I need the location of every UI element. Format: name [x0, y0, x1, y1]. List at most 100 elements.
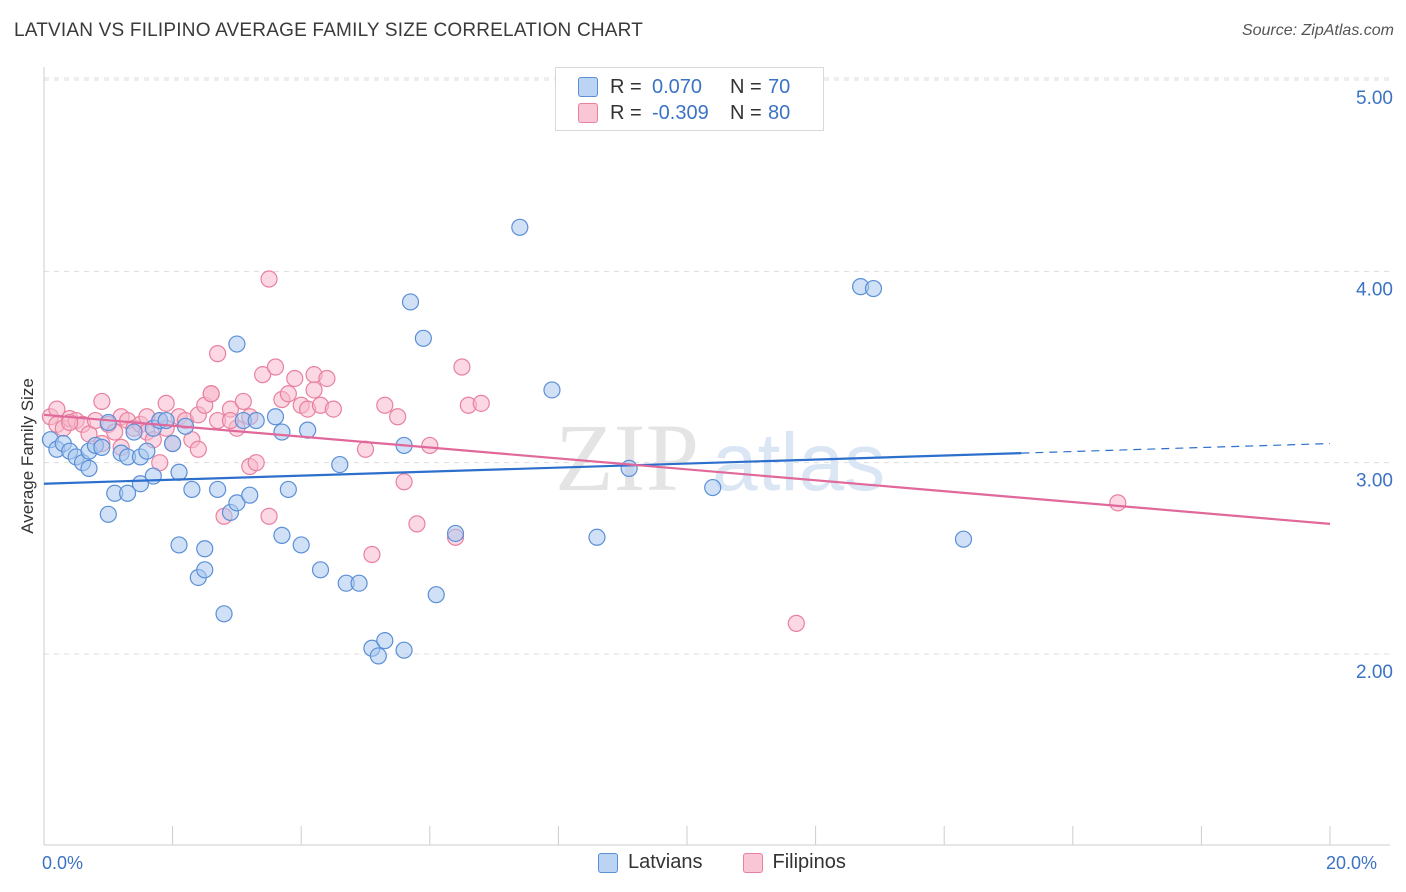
- latvian-point: [138, 442, 156, 460]
- latvian-point: [144, 467, 162, 485]
- filipino-point: [395, 473, 413, 491]
- latvian-point: [414, 329, 432, 347]
- latvian-trend-line: [43, 452, 1022, 485]
- latvian-point: [196, 540, 214, 558]
- filipino-point: [260, 270, 278, 288]
- legend-r-value: -0.309: [652, 101, 709, 124]
- latvian-point: [376, 632, 394, 650]
- filipino-point: [363, 545, 381, 564]
- latvian-point: [511, 218, 529, 236]
- filipino-swatch: [742, 852, 763, 873]
- filipino-point: [260, 507, 278, 525]
- filipino-point: [234, 392, 252, 411]
- latvian-point: [331, 455, 349, 474]
- y-tick-label: 4.00: [1356, 279, 1393, 300]
- correlation-legend: R = 0.070 N = 70 R = -0.309 N = 80: [555, 67, 824, 131]
- latvian-point: [588, 528, 606, 546]
- filipino-point: [324, 400, 342, 418]
- latvian-point: [620, 459, 638, 478]
- legend-n-value: 70: [768, 75, 791, 98]
- filipino-point: [305, 381, 323, 399]
- filipino-point: [157, 394, 175, 412]
- filipino-point: [1109, 494, 1127, 512]
- legend-n-label: N =: [730, 75, 762, 98]
- trend-layer: [43, 413, 1331, 525]
- y-tick-label: 5.00: [1356, 88, 1393, 109]
- y-tick-label: 3.00: [1356, 471, 1393, 492]
- legend-n-label: N =: [730, 101, 762, 124]
- latvian-trend-extension: [1021, 442, 1331, 454]
- latvian-point: [273, 526, 291, 544]
- latvian-point: [954, 530, 973, 548]
- latvian-point: [118, 484, 137, 502]
- filipino-point: [376, 396, 394, 414]
- filipino-point: [61, 413, 79, 432]
- filipino-point: [318, 369, 336, 388]
- y-axis-label: Average Family Size: [18, 378, 37, 534]
- latvian-point: [99, 413, 117, 432]
- x-tick-label-max: 20.0%: [1326, 853, 1378, 873]
- legend-n-value: 80: [768, 101, 791, 124]
- latvian-point: [228, 335, 246, 353]
- filipino-point: [247, 454, 265, 472]
- latvian-point: [99, 505, 117, 523]
- legend-item-filipinos: Filipinos: [742, 851, 846, 874]
- legend-r-value: 0.070: [652, 75, 703, 98]
- filipino-point: [254, 366, 272, 384]
- latvian-point: [401, 293, 420, 311]
- latvian-point: [864, 279, 883, 298]
- latvian-swatch: [598, 852, 618, 873]
- legend-label-filipinos: Filipinos: [772, 851, 846, 873]
- latvian-point: [543, 381, 561, 399]
- x-tick-label-min: 0.0%: [42, 853, 84, 873]
- latvian-point: [241, 486, 259, 504]
- latvian-point: [170, 463, 188, 481]
- legend-label-latvians: Latvians: [628, 851, 703, 873]
- latvian-point: [93, 438, 111, 456]
- latvian-point: [279, 480, 297, 499]
- latvian-point: [164, 434, 182, 453]
- legend-row-filipinos: R = -0.309 N = 80: [578, 99, 790, 127]
- filipino-point: [266, 358, 285, 376]
- latvian-point: [80, 459, 98, 478]
- filipino-trend-line: [43, 413, 1331, 525]
- latvian-point: [266, 408, 285, 426]
- latvian-point: [196, 561, 214, 579]
- latvian-swatch: [578, 77, 598, 97]
- latvian-point: [125, 423, 143, 441]
- latvian-point: [427, 586, 445, 604]
- grid-layer: [44, 77, 1390, 655]
- filipino-point: [189, 440, 207, 458]
- latvian-point: [395, 641, 413, 659]
- latvian-point: [369, 647, 387, 665]
- series-legend: Latvians Filipinos: [598, 851, 886, 874]
- filipino-point: [787, 614, 805, 632]
- watermark-zip: ZIP: [555, 404, 699, 511]
- legend-item-latvians: Latvians: [598, 851, 703, 874]
- filipino-point: [421, 436, 439, 455]
- source-label: Source: ZipAtlas.com: [1241, 22, 1394, 39]
- filipino-point: [408, 515, 426, 533]
- filipino-points: [41, 270, 1127, 632]
- latvian-point: [183, 480, 201, 499]
- axis-layer: [43, 67, 1390, 846]
- filipino-point: [93, 392, 111, 411]
- y-tick-labels: 2.00 3.00 4.00 5.00: [1356, 88, 1393, 683]
- filipino-point: [209, 345, 227, 363]
- filipino-point: [279, 385, 297, 403]
- latvian-point: [247, 411, 265, 430]
- latvian-point: [273, 423, 291, 441]
- latvian-point: [292, 536, 310, 554]
- latvian-point: [170, 536, 188, 554]
- chart-title: LATVIAN VS FILIPINO AVERAGE FAMILY SIZE …: [14, 20, 644, 41]
- latvian-point: [311, 561, 330, 579]
- legend-r-label: R =: [610, 75, 642, 98]
- latvian-point: [704, 478, 722, 497]
- legend-row-latvians: R = 0.070 N = 70: [578, 73, 790, 101]
- filipino-point: [202, 385, 220, 403]
- filipino-point: [389, 408, 407, 426]
- filipino-point: [453, 358, 471, 376]
- filipino-point: [472, 394, 490, 412]
- latvian-point: [350, 574, 368, 592]
